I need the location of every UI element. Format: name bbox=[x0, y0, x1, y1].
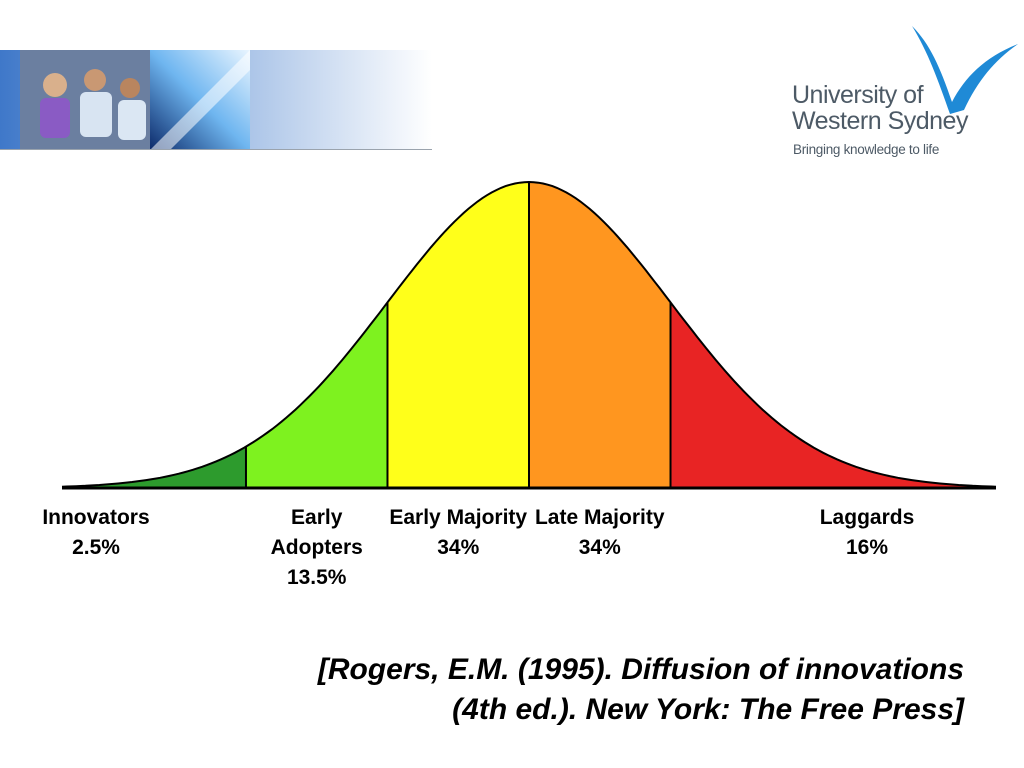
university-tagline: Bringing knowledge to life bbox=[793, 142, 940, 157]
region-late-majority bbox=[529, 182, 671, 488]
university-logo: University of Western Sydney Bringing kn… bbox=[780, 22, 1024, 162]
banner-photo bbox=[0, 50, 432, 150]
category-label-line: Late Majority bbox=[534, 506, 665, 529]
category-label-line: 13.5% bbox=[286, 566, 347, 589]
citation: [Rogers, E.M. (1995). Diffusion of innov… bbox=[64, 650, 964, 730]
category-label-line: Laggards bbox=[819, 506, 915, 529]
citation-line-1: [Rogers, E.M. (1995). Diffusion of innov… bbox=[317, 653, 964, 686]
citation-line-2: (4th ed.). New York: The Free Press] bbox=[452, 693, 964, 726]
category-label-line: 16% bbox=[845, 536, 889, 559]
category-label-line: Adopters bbox=[270, 536, 363, 559]
adoption-curve-chart bbox=[61, 180, 997, 490]
curve-outline bbox=[61, 180, 997, 488]
university-name: University of Western Sydney bbox=[792, 81, 968, 135]
region-laggards bbox=[670, 302, 996, 488]
category-label-line: Innovators bbox=[42, 506, 150, 529]
bird-mark bbox=[912, 26, 1018, 114]
region-early-majority bbox=[387, 182, 529, 488]
category-label-innovators: Innovators 2.5% bbox=[11, 503, 181, 563]
category-label-late-majority: Late Majority 34% bbox=[515, 503, 685, 563]
category-label-line: Early bbox=[291, 506, 343, 529]
banner-divider bbox=[0, 149, 432, 150]
category-label-line: 34% bbox=[578, 536, 621, 559]
category-label-early-majority: Early Majority 34% bbox=[373, 503, 543, 563]
bird-icon bbox=[912, 26, 1018, 114]
category-label-line: Early Majority bbox=[389, 506, 528, 529]
region-innovators bbox=[62, 446, 246, 488]
category-label-laggards: Laggards 16% bbox=[782, 503, 952, 563]
category-label-early-adopters: Early Adopters 13.5% bbox=[232, 503, 402, 593]
header-banner bbox=[0, 50, 432, 150]
category-label-line: 34% bbox=[437, 536, 480, 559]
category-label-line: 2.5% bbox=[72, 536, 120, 559]
